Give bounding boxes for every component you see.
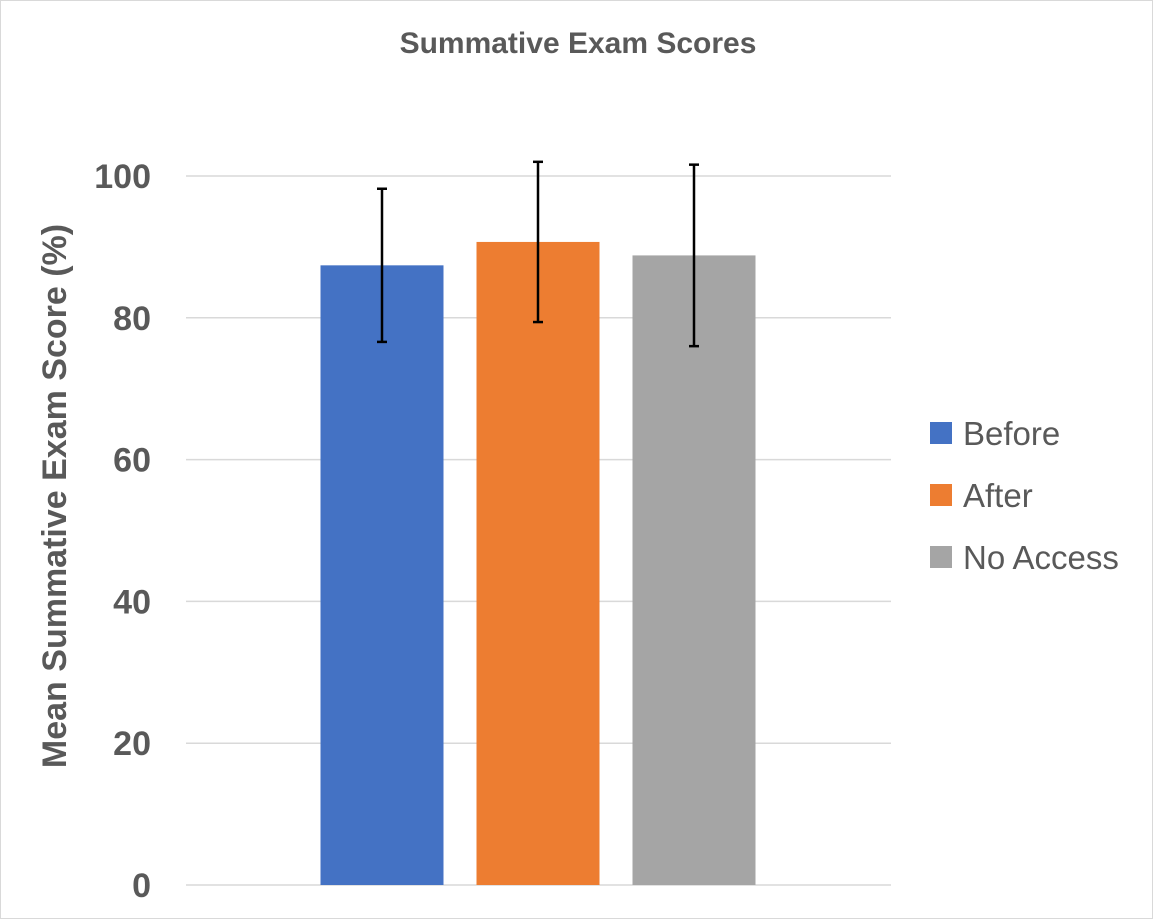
y-tick-label: 60 [113, 442, 151, 480]
bar-before [320, 265, 444, 886]
y-tick-label: 100 [94, 158, 151, 196]
legend: Before After No Access [930, 415, 1119, 576]
y-axis-label: Mean Summative Exam Score (%) [36, 224, 74, 768]
bars [320, 241, 756, 886]
legend-label: Before [963, 415, 1060, 452]
error-bars [377, 160, 699, 348]
y-tick-label: 20 [113, 725, 151, 763]
y-tick-label: 0 [132, 867, 151, 905]
bar-no-access [632, 255, 756, 885]
legend-swatch [930, 546, 952, 568]
legend-label: No Access [963, 539, 1119, 576]
chart-title: Summative Exam Scores [400, 27, 757, 60]
y-axis-ticks: 0 20 40 60 80 100 [94, 158, 151, 905]
legend-swatch [930, 484, 952, 506]
y-tick-label: 40 [113, 583, 151, 621]
legend-swatch [930, 422, 952, 444]
y-tick-label: 80 [113, 300, 151, 338]
bar-after [476, 241, 600, 885]
legend-label: After [963, 477, 1033, 514]
